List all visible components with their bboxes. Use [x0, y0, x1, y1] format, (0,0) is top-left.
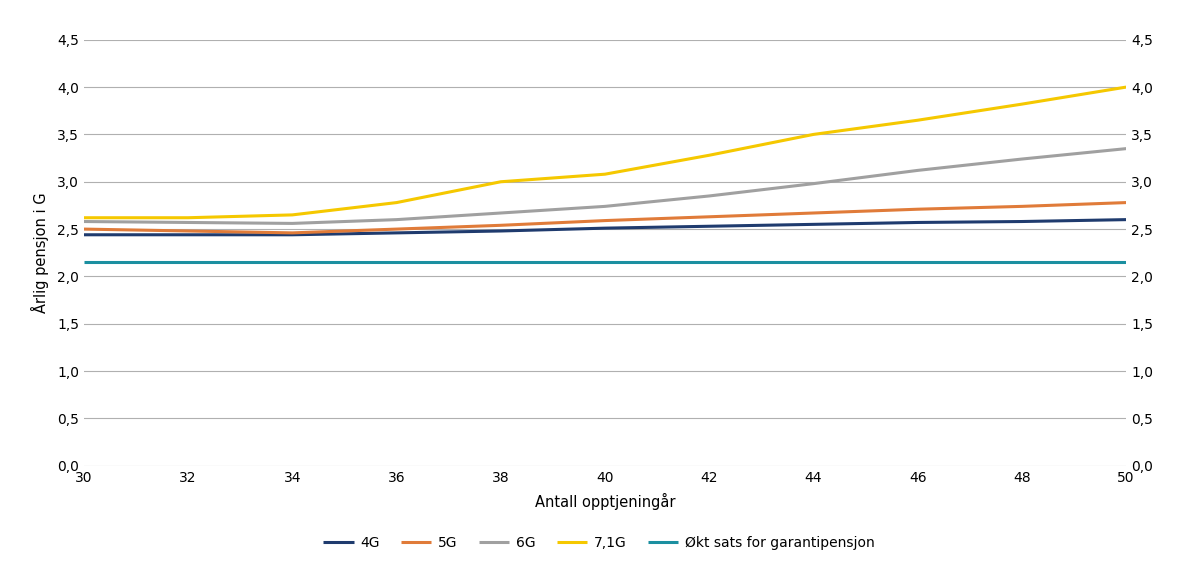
4G [181, 231, 195, 238]
5G [806, 210, 821, 216]
Økt sats for garantipensjon [910, 259, 925, 266]
7,1G [181, 214, 195, 221]
7,1G [910, 117, 925, 124]
4G [1119, 216, 1133, 223]
5G [285, 229, 300, 236]
Legend: 4G, 5G, 6G, 7,1G, Økt sats for garantipensjon: 4G, 5G, 6G, 7,1G, Økt sats for garantipe… [317, 531, 881, 556]
Økt sats for garantipensjon [702, 259, 716, 266]
7,1G [285, 211, 300, 218]
7,1G [389, 199, 404, 206]
4G [1015, 218, 1029, 225]
4G [910, 219, 925, 226]
4G [389, 229, 404, 236]
5G [77, 225, 91, 232]
5G [1119, 199, 1133, 206]
Økt sats for garantipensjon [389, 259, 404, 266]
4G [494, 228, 508, 235]
6G [389, 216, 404, 223]
6G [285, 220, 300, 227]
Y-axis label: Årlig pensjon i G: Årlig pensjon i G [31, 193, 49, 313]
Line: 7,1G: 7,1G [84, 87, 1126, 218]
6G [702, 193, 716, 199]
Økt sats for garantipensjon [494, 259, 508, 266]
4G [806, 221, 821, 228]
6G [494, 210, 508, 216]
6G [1119, 145, 1133, 152]
5G [1015, 203, 1029, 210]
6G [1015, 156, 1029, 162]
5G [702, 214, 716, 220]
7,1G [1119, 83, 1133, 90]
Økt sats for garantipensjon [285, 259, 300, 266]
5G [494, 222, 508, 229]
4G [598, 225, 612, 232]
6G [598, 203, 612, 210]
6G [181, 219, 195, 226]
X-axis label: Antall opptjeningår: Antall opptjeningår [534, 493, 676, 510]
7,1G [806, 131, 821, 138]
Line: 5G: 5G [84, 203, 1126, 233]
7,1G [494, 178, 508, 185]
Line: 6G: 6G [84, 149, 1126, 223]
7,1G [1015, 101, 1029, 107]
Økt sats for garantipensjon [181, 259, 195, 266]
6G [77, 218, 91, 225]
5G [598, 217, 612, 224]
7,1G [598, 171, 612, 178]
7,1G [77, 214, 91, 221]
4G [285, 231, 300, 238]
5G [181, 228, 195, 235]
5G [910, 206, 925, 212]
Line: 4G: 4G [84, 220, 1126, 235]
4G [77, 231, 91, 238]
5G [389, 225, 404, 232]
6G [910, 167, 925, 174]
Økt sats for garantipensjon [1119, 259, 1133, 266]
Økt sats for garantipensjon [598, 259, 612, 266]
6G [806, 180, 821, 187]
Økt sats for garantipensjon [77, 259, 91, 266]
Økt sats for garantipensjon [1015, 259, 1029, 266]
7,1G [702, 152, 716, 158]
4G [702, 223, 716, 229]
Økt sats for garantipensjon [806, 259, 821, 266]
